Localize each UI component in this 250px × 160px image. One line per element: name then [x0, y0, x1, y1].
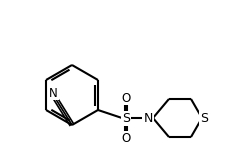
Text: N: N [49, 87, 58, 100]
Text: S: S [122, 112, 130, 124]
Text: O: O [121, 132, 130, 144]
Text: O: O [121, 92, 130, 104]
Text: S: S [199, 112, 207, 124]
Text: N: N [143, 112, 152, 124]
